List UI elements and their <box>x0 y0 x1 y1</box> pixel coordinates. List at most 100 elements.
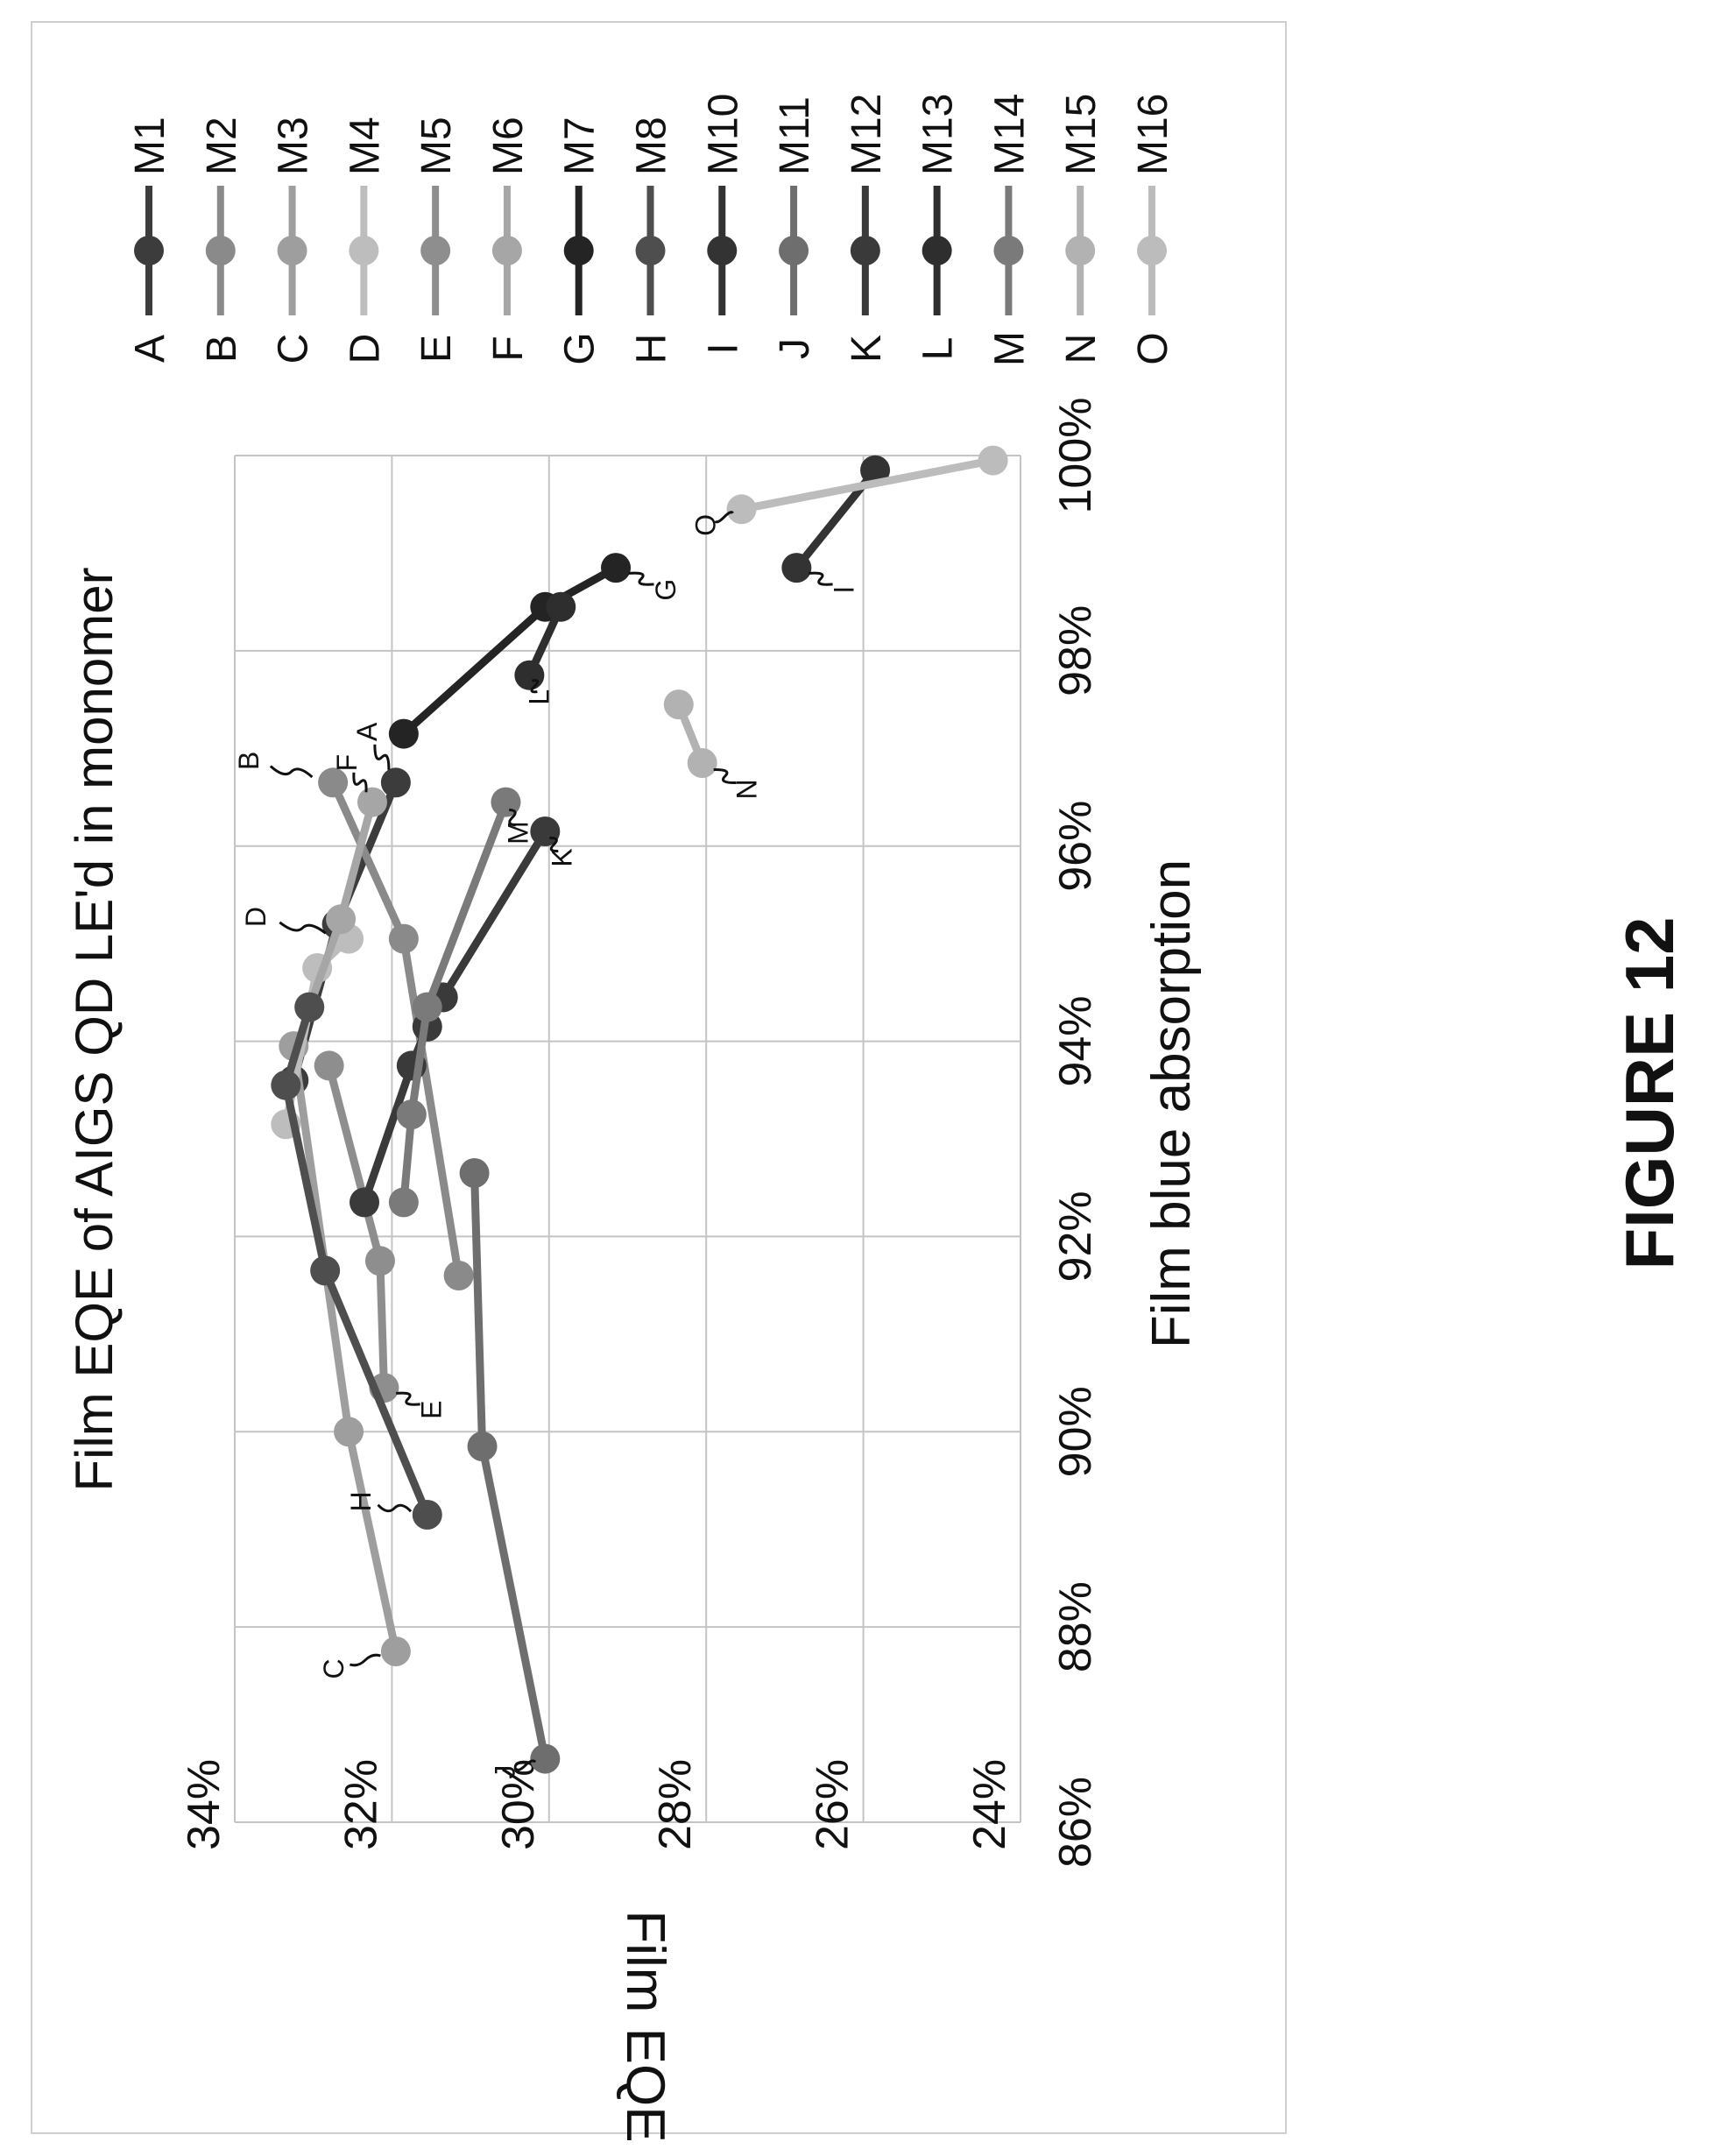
data-point <box>381 767 411 797</box>
legend-letter: G <box>557 332 604 364</box>
data-point <box>468 1431 498 1461</box>
annotation-label: A <box>351 722 383 741</box>
x-tick-label: 100% <box>1050 398 1101 514</box>
data-point <box>413 1500 442 1530</box>
data-point <box>365 1246 395 1276</box>
x-tick-label: 94% <box>1050 996 1101 1087</box>
x-tick-label: 86% <box>1050 1777 1101 1868</box>
legend-swatch-marker <box>707 236 737 265</box>
legend-label: M13 <box>915 94 962 175</box>
x-tick-label: 88% <box>1050 1581 1101 1672</box>
legend-swatch-marker <box>1065 236 1095 265</box>
legend-letter: A <box>127 335 173 363</box>
annotation-label: O <box>690 514 722 536</box>
legend-letter: H <box>629 334 675 364</box>
legend-letter: J <box>772 338 818 359</box>
legend-swatch-marker <box>420 236 450 265</box>
annotation-label: E <box>415 1400 447 1418</box>
annotation-label: F <box>331 754 363 772</box>
x-tick-label: 96% <box>1050 801 1101 892</box>
data-point <box>688 748 717 778</box>
series-M4 <box>271 924 364 1140</box>
legend-item: KM12 <box>844 94 890 363</box>
y-axis-label: Film EQE <box>615 1910 675 2142</box>
data-point <box>530 1744 560 1774</box>
legend-label: M1 <box>127 117 173 175</box>
legend-label: M12 <box>844 94 890 175</box>
legend-item: L M13 <box>915 94 962 361</box>
annotation-label: I <box>828 586 859 594</box>
data-point <box>381 1636 411 1666</box>
data-point <box>318 767 348 797</box>
series-line-M11 <box>475 1173 546 1759</box>
data-point <box>727 494 757 524</box>
point-annotations: ABCDEFGHIJKLMNO <box>233 512 859 1779</box>
legend-label: M5 <box>413 117 460 175</box>
legend-swatch-marker <box>134 236 164 265</box>
legend-letter: B <box>199 335 245 363</box>
data-point <box>444 1261 474 1290</box>
data-point <box>294 993 324 1022</box>
y-tick-label: 28% <box>650 1759 701 1850</box>
legend-label: M2 <box>199 117 245 175</box>
x-tick-label: 92% <box>1050 1191 1101 1282</box>
legend-letter: O <box>1130 332 1176 364</box>
annotation-leader <box>809 573 833 584</box>
data-point <box>326 904 356 934</box>
series-M6 <box>294 788 387 1022</box>
legend-letter: M <box>986 331 1033 366</box>
legend-swatch-marker <box>1137 236 1167 265</box>
legend-swatch-marker <box>278 236 307 265</box>
legend-swatch-marker <box>206 236 236 265</box>
annotation-leader <box>378 1505 412 1512</box>
annotation-label: H <box>345 1491 377 1511</box>
data-point <box>314 1050 344 1080</box>
y-tick-label: 26% <box>808 1759 858 1850</box>
legend-item: CM3 <box>271 117 317 364</box>
annotation-label: M <box>502 821 533 845</box>
legend-swatch-marker <box>922 236 952 265</box>
series-M12 <box>350 816 560 1217</box>
data-point <box>389 924 419 954</box>
data-point <box>389 719 419 749</box>
legend-label: M16 <box>1130 94 1176 175</box>
annotation-label: B <box>233 752 265 770</box>
data-point <box>546 592 576 622</box>
data-point <box>460 1158 490 1188</box>
legend-label: M7 <box>557 117 604 175</box>
legend-label: M14 <box>986 94 1033 175</box>
annotation-leader <box>271 767 313 778</box>
annotation-leader <box>350 1655 380 1665</box>
y-tick-label: 24% <box>964 1759 1015 1850</box>
data-point <box>271 1071 300 1100</box>
data-point <box>310 1255 340 1285</box>
legend-letter: I <box>700 343 746 354</box>
y-tick-label: 32% <box>335 1759 386 1850</box>
legend-item: FM6 <box>485 117 532 361</box>
legend-swatch-marker <box>492 236 522 265</box>
legend-letter: L <box>915 337 962 361</box>
annotation-label: K <box>546 848 577 866</box>
legend-letter: F <box>485 336 532 361</box>
y-tick-label: 34% <box>179 1759 230 1850</box>
legend-swatch-marker <box>851 236 880 265</box>
data-point <box>601 553 631 583</box>
series-M10 <box>781 456 890 583</box>
legend-item: DM4 <box>342 117 388 364</box>
series-M15 <box>664 689 717 778</box>
legend-swatch-marker <box>779 236 809 265</box>
legend-label: M15 <box>1058 94 1105 175</box>
legend-item: O M16 <box>1130 94 1176 365</box>
data-point <box>357 788 387 817</box>
annotation-leader <box>354 773 366 793</box>
annotation-label: N <box>731 779 763 799</box>
data-point <box>389 1187 419 1217</box>
legend-item: B M2 <box>199 117 245 363</box>
legend-item: G M7 <box>557 117 604 364</box>
legend-item: EM5 <box>413 117 460 363</box>
legend-item: IM10 <box>700 94 746 355</box>
data-point <box>664 689 694 719</box>
series-M16 <box>727 446 1008 525</box>
legend-swatch-marker <box>993 236 1023 265</box>
